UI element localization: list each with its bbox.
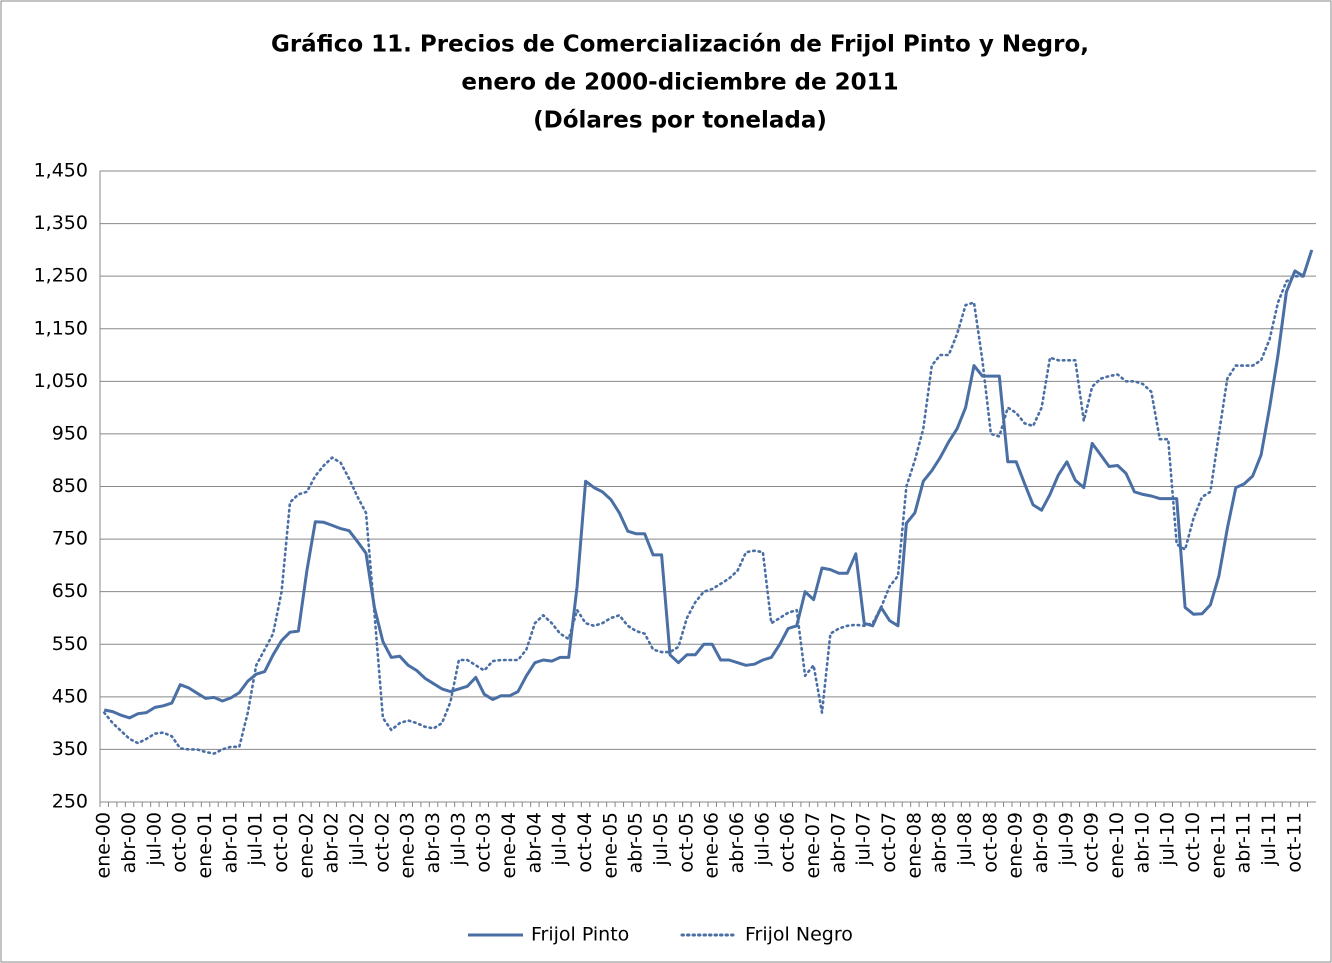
x-tick-label: abr-11: [1233, 812, 1255, 873]
y-tick-label: 250: [52, 791, 88, 813]
y-tick-label: 650: [52, 580, 88, 602]
x-tick-label: jul-03: [447, 812, 469, 867]
x-tick-label: oct-10: [1182, 812, 1204, 873]
x-tick-label: jul-08: [954, 812, 976, 867]
x-tick-label: jul-09: [1055, 812, 1077, 867]
x-tick-label: oct-02: [371, 812, 393, 873]
legend-label: Frijol Pinto: [531, 924, 629, 946]
x-tick-label: abr-07: [827, 812, 849, 873]
x-tick-label: abr-10: [1131, 812, 1153, 873]
series-line: [103, 249, 1314, 720]
series-line: [102, 274, 1305, 755]
x-tick-label: oct-06: [777, 812, 799, 873]
y-tick-label: 350: [52, 738, 88, 760]
x-tick-label: oct-07: [878, 812, 900, 873]
x-tick-label: ene-04: [498, 812, 520, 878]
x-tick-label: abr-02: [321, 812, 343, 873]
x-tick-label: abr-05: [625, 812, 647, 873]
x-tick-label: abr-04: [523, 812, 545, 873]
x-tick-label: oct-11: [1283, 812, 1305, 873]
y-tick-label: 750: [52, 528, 88, 550]
chart-title: (Dólares por tonelada): [533, 108, 827, 134]
y-tick-label: 1,450: [34, 160, 88, 182]
y-tick-label: 1,250: [34, 265, 88, 287]
x-tick-label: oct-04: [574, 812, 596, 873]
x-tick-label: jul-11: [1258, 812, 1280, 867]
x-tick-label: ene-08: [903, 812, 925, 878]
x-tick-label: jul-04: [549, 812, 571, 867]
x-tick-label: jul-10: [1157, 812, 1179, 867]
x-tick-label: oct-05: [675, 812, 697, 873]
y-tick-label: 450: [52, 685, 88, 707]
x-tick-label: ene-10: [1106, 812, 1128, 878]
x-tick-label: oct-01: [270, 812, 292, 873]
x-tick-label: ene-05: [599, 812, 621, 878]
x-tick-label: abr-00: [118, 812, 140, 873]
y-tick-label: 850: [52, 475, 88, 497]
y-tick-label: 1,050: [34, 370, 88, 392]
chart-title: Gráfico 11. Precios de Comercialización …: [271, 32, 1089, 58]
x-tick-label: abr-01: [219, 812, 241, 873]
y-tick-label: 1,350: [34, 212, 88, 234]
x-tick-label: ene-09: [1005, 812, 1027, 878]
x-tick-label: oct-00: [169, 812, 191, 873]
x-tick-label: ene-00: [93, 812, 115, 878]
y-tick-label: 1,150: [34, 317, 88, 339]
y-tick-label: 550: [52, 633, 88, 655]
x-tick-label: abr-08: [929, 812, 951, 873]
x-tick-label: jul-05: [650, 812, 672, 867]
y-tick-label: 950: [52, 422, 88, 444]
x-tick-label: jul-07: [853, 812, 875, 867]
x-tick-label: abr-09: [1030, 812, 1052, 873]
x-tick-label: oct-08: [979, 812, 1001, 873]
x-tick-label: ene-06: [701, 812, 723, 878]
x-tick-label: ene-11: [1207, 812, 1229, 878]
x-tick-label: ene-07: [802, 812, 824, 878]
x-tick-label: abr-03: [422, 812, 444, 873]
x-tick-label: jul-02: [346, 812, 368, 867]
x-tick-label: ene-03: [397, 812, 419, 878]
x-tick-label: jul-06: [751, 812, 773, 867]
chart-title: enero de 2000-diciembre de 2011: [461, 70, 898, 96]
x-tick-label: jul-01: [245, 812, 267, 867]
legend-label: Frijol Negro: [745, 924, 853, 946]
x-tick-label: oct-09: [1081, 812, 1103, 873]
x-tick-label: ene-02: [295, 812, 317, 878]
x-tick-label: jul-00: [143, 812, 165, 867]
x-tick-label: oct-03: [473, 812, 495, 873]
x-tick-label: ene-01: [194, 812, 216, 878]
x-tick-label: abr-06: [726, 812, 748, 873]
